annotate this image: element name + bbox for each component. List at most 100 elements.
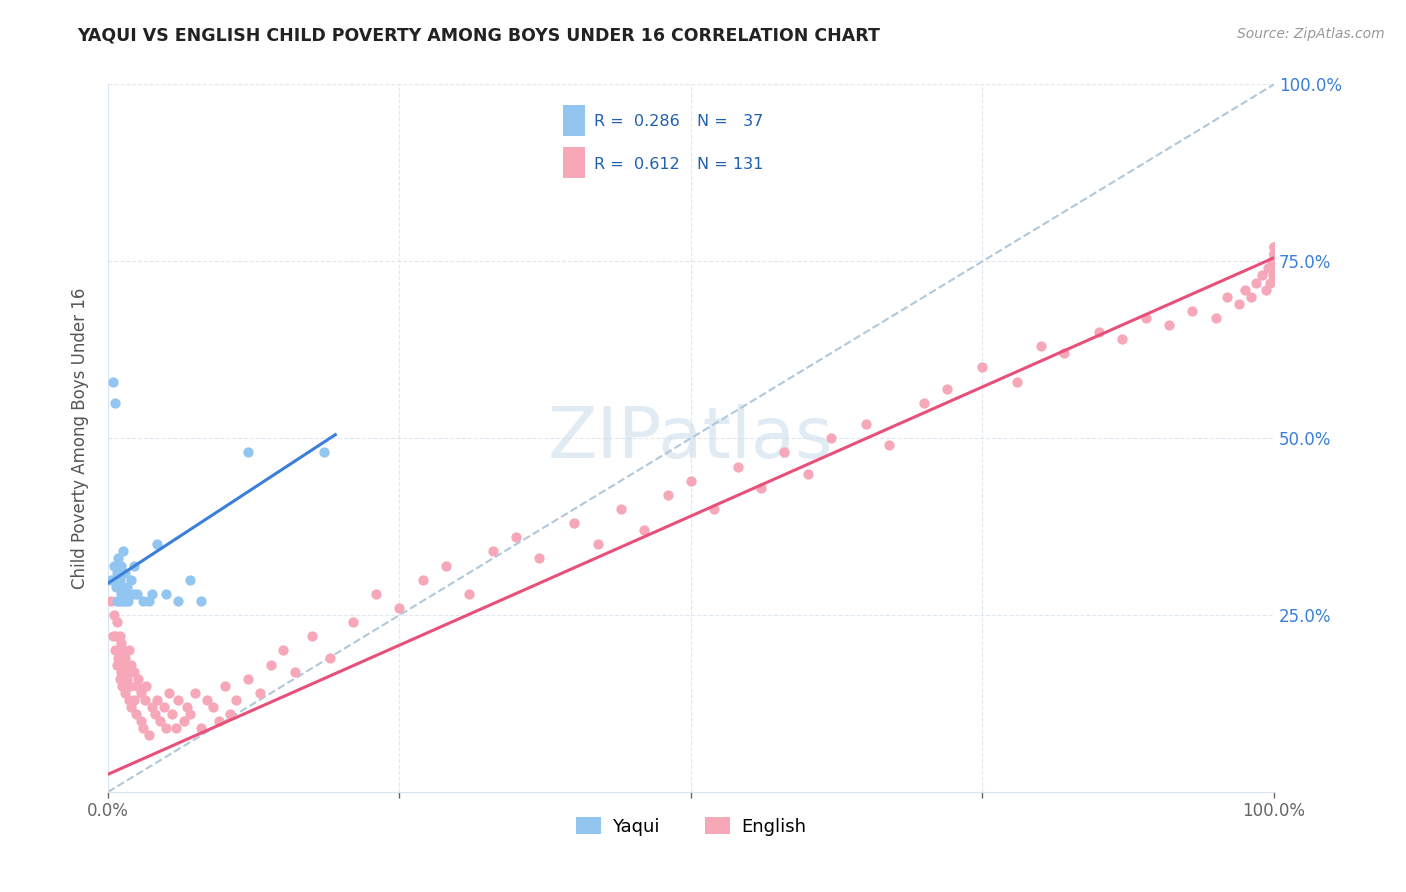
Point (190, 594, 212, 608)
Point (155, 721, 177, 735)
Point (146, 693, 169, 707)
Point (1263, 268, 1285, 283)
Point (141, 700, 163, 714)
Point (105, 594, 128, 608)
Point (107, 650, 129, 665)
Point (111, 566, 134, 580)
Point (318, 650, 340, 665)
Point (657, 488, 679, 502)
Point (117, 594, 139, 608)
Point (412, 573, 434, 587)
Point (114, 650, 136, 665)
Point (796, 467, 818, 481)
Point (912, 396, 935, 410)
Point (236, 445, 259, 459)
Point (112, 587, 135, 601)
Point (184, 686, 207, 700)
Point (820, 431, 842, 445)
Point (283, 665, 305, 679)
Point (114, 686, 136, 700)
Text: ZIPatlas: ZIPatlas (548, 404, 834, 473)
Point (301, 629, 323, 643)
Point (107, 551, 129, 566)
Point (100, 573, 122, 587)
Point (118, 643, 141, 657)
Point (201, 700, 224, 714)
Point (1263, 247, 1285, 261)
Point (1263, 261, 1285, 276)
Point (101, 629, 124, 643)
Point (103, 608, 125, 623)
Point (1227, 297, 1250, 311)
Point (271, 643, 294, 657)
Point (167, 693, 190, 707)
Point (1263, 254, 1285, 268)
Point (122, 558, 145, 573)
Point (1263, 261, 1285, 276)
Point (481, 544, 503, 558)
Point (149, 714, 172, 729)
Point (105, 657, 128, 672)
Point (1263, 247, 1285, 261)
Point (108, 672, 131, 686)
Point (1263, 240, 1285, 254)
Point (1263, 268, 1285, 283)
Point (342, 615, 364, 629)
Point (165, 721, 187, 735)
Point (1053, 346, 1076, 360)
Point (1263, 268, 1285, 283)
Point (1263, 247, 1285, 261)
Point (214, 679, 236, 693)
Point (120, 700, 142, 714)
Point (132, 721, 155, 735)
Point (127, 587, 149, 601)
Point (118, 693, 141, 707)
Point (1181, 303, 1204, 318)
Point (773, 445, 796, 459)
Point (117, 665, 139, 679)
Point (1263, 261, 1285, 276)
Point (115, 580, 138, 594)
Point (160, 707, 183, 722)
Point (1233, 283, 1256, 297)
Point (703, 502, 725, 516)
Point (208, 714, 231, 729)
Point (972, 360, 994, 375)
Point (1263, 254, 1285, 268)
Point (141, 587, 163, 601)
Point (179, 707, 201, 722)
Point (167, 594, 190, 608)
Legend: Yaqui, English: Yaqui, English (569, 810, 813, 843)
Point (105, 629, 128, 643)
Point (1088, 325, 1111, 339)
Text: YAQUI VS ENGLISH CHILD POVERTY AMONG BOYS UNDER 16 CORRELATION CHART: YAQUI VS ENGLISH CHILD POVERTY AMONG BOY… (77, 27, 880, 45)
Point (1029, 339, 1052, 353)
Point (112, 580, 135, 594)
Point (110, 558, 132, 573)
Point (111, 594, 134, 608)
Text: Source: ZipAtlas.com: Source: ZipAtlas.com (1237, 27, 1385, 41)
Point (434, 558, 457, 573)
Point (122, 693, 145, 707)
Point (679, 474, 702, 488)
Point (1111, 332, 1133, 346)
Point (1251, 268, 1274, 283)
Point (458, 587, 481, 601)
Point (125, 707, 148, 722)
Point (114, 594, 136, 608)
Point (120, 657, 142, 672)
Point (146, 537, 169, 551)
Point (1263, 240, 1285, 254)
Point (120, 679, 142, 693)
Point (1205, 310, 1227, 325)
Point (1263, 254, 1285, 268)
Point (1216, 290, 1239, 304)
Point (1254, 283, 1277, 297)
Point (855, 417, 877, 431)
Point (1263, 247, 1285, 261)
Point (112, 665, 135, 679)
Point (366, 587, 388, 601)
Point (103, 558, 125, 573)
Point (134, 693, 156, 707)
Y-axis label: Child Poverty Among Boys Under 16: Child Poverty Among Boys Under 16 (72, 287, 89, 589)
